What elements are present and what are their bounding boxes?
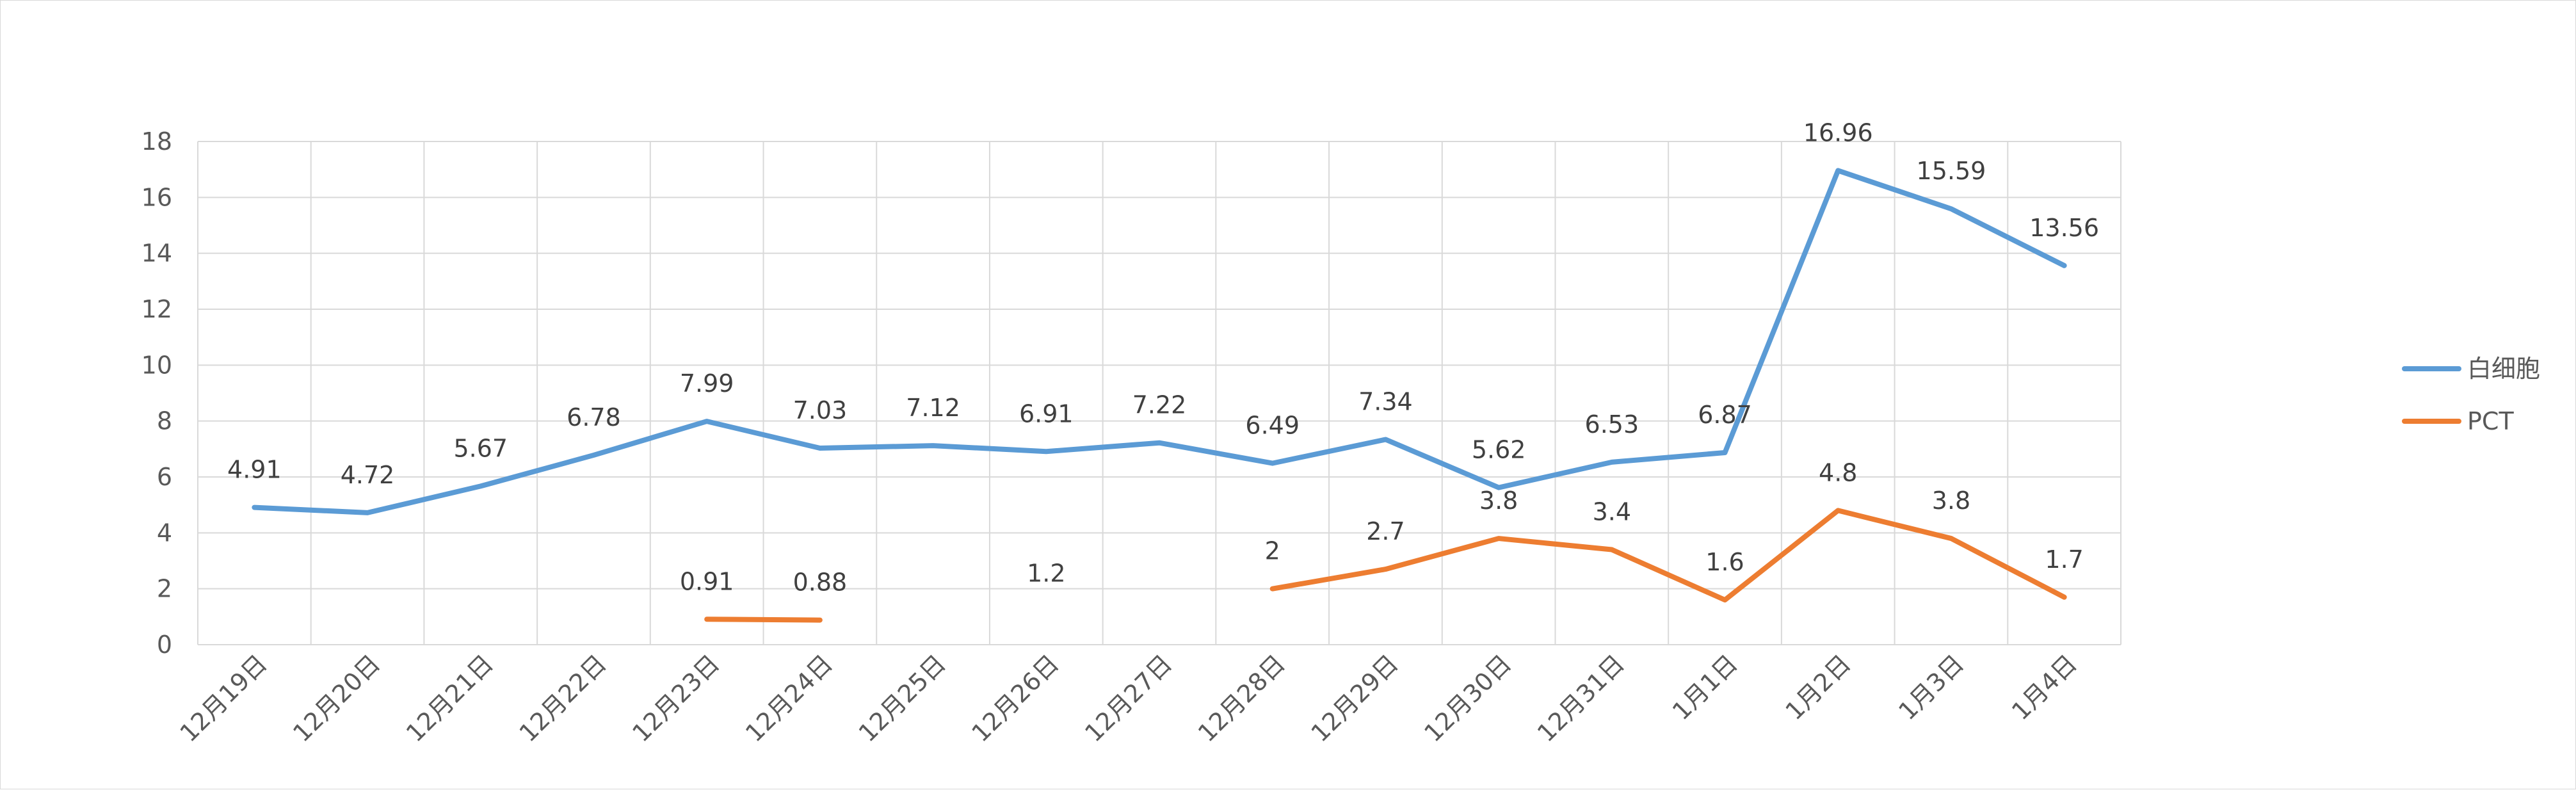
y-tick-label: 12: [141, 295, 172, 323]
x-tick-label: 12月22日: [514, 649, 612, 747]
data-label-wbc: 6.78: [567, 403, 621, 431]
x-tick-label: 12月26日: [966, 649, 1064, 747]
data-label-wbc: 5.67: [453, 434, 508, 462]
legend: 白细胞 PCT: [2402, 355, 2540, 435]
x-tick-label: 12月29日: [1306, 649, 1404, 747]
x-axis: 12月19日 12月20日 12月21日 12月22日 12月23日 12月24日 12月2…: [174, 649, 2082, 747]
data-label-pct: 1.6: [1705, 548, 1744, 576]
y-tick-label: 14: [141, 239, 172, 268]
data-label-wbc: 7.12: [906, 394, 960, 422]
data-label-pct: 0.91: [680, 567, 734, 595]
y-tick-label: 2: [157, 575, 172, 603]
y-tick-label: 8: [157, 407, 172, 435]
data-label-wbc: 7.34: [1358, 387, 1413, 415]
x-tick-label: 12月20日: [287, 649, 385, 747]
x-tick-label: 12月30日: [1419, 649, 1517, 747]
x-tick-label: 12月23日: [627, 649, 725, 747]
y-tick-label: 6: [157, 463, 172, 491]
x-tick-label: 12月21日: [401, 649, 499, 747]
y-tick-label: 18: [141, 127, 172, 156]
y-tick-label: 10: [141, 351, 172, 379]
data-label-wbc: 5.62: [1472, 436, 1526, 464]
data-label-pct: 4.8: [1819, 458, 1857, 487]
data-label-wbc: 7.03: [793, 396, 848, 424]
data-label-wbc: 7.99: [680, 369, 734, 398]
data-label-wbc: 6.91: [1019, 399, 1074, 428]
x-tick-label: 12月25日: [853, 649, 951, 747]
data-label-pct: 3.4: [1593, 498, 1631, 526]
data-label-pct: 2.7: [1366, 517, 1405, 545]
legend-label-wbc: 白细胞: [2467, 355, 2540, 383]
data-label-wbc: 16.96: [1803, 118, 1873, 147]
series-line-pct: [1269, 508, 2067, 603]
y-tick-label: 16: [141, 183, 172, 211]
series-line-wbc: [252, 168, 2067, 515]
data-label-pct: 1.7: [2045, 545, 2083, 574]
legend-label-pct: PCT: [2467, 407, 2514, 435]
data-label-pct: 2: [1265, 537, 1280, 565]
data-label-wbc: 6.49: [1245, 412, 1300, 440]
y-tick-label: 0: [157, 631, 172, 659]
y-axis: 0 2 4 6 8 10 12 14 16 18: [141, 127, 172, 659]
x-tick-label: 12月19日: [174, 649, 272, 747]
data-label-pct: 0.88: [793, 568, 848, 597]
x-tick-label: 12月28日: [1193, 649, 1291, 747]
gridlines: [197, 141, 2121, 645]
data-label-wbc: 6.87: [1698, 401, 1752, 429]
data-label-pct: 3.8: [1932, 487, 1970, 515]
series-line-pct: [704, 617, 823, 623]
data-label-pct: 1.2: [1027, 560, 1065, 588]
data-label-wbc: 4.72: [341, 461, 395, 489]
data-label-wbc: 13.56: [2029, 214, 2099, 242]
x-tick-label: 1月3日: [1893, 649, 1969, 725]
data-label-wbc: 15.59: [1917, 157, 1986, 185]
data-labels: 4.91 4.72 5.67 6.78 7.99 7.03 7.12 6.91 7.22 6.49…: [227, 118, 2099, 596]
data-label-wbc: 6.53: [1585, 410, 1639, 439]
x-tick-label: 12月24日: [740, 649, 838, 747]
data-label-wbc: 7.22: [1132, 391, 1187, 419]
x-tick-label: 1月4日: [2006, 649, 2082, 725]
x-tick-label: 1月2日: [1780, 649, 1856, 725]
x-tick-label: 12月27日: [1079, 649, 1177, 747]
y-tick-label: 4: [157, 519, 172, 547]
series-lines: [252, 168, 2067, 623]
data-label-pct: 3.8: [1479, 487, 1518, 515]
data-label-wbc: 4.91: [227, 456, 282, 484]
x-tick-label: 1月1日: [1667, 649, 1743, 725]
x-tick-label: 12月31日: [1532, 649, 1630, 747]
